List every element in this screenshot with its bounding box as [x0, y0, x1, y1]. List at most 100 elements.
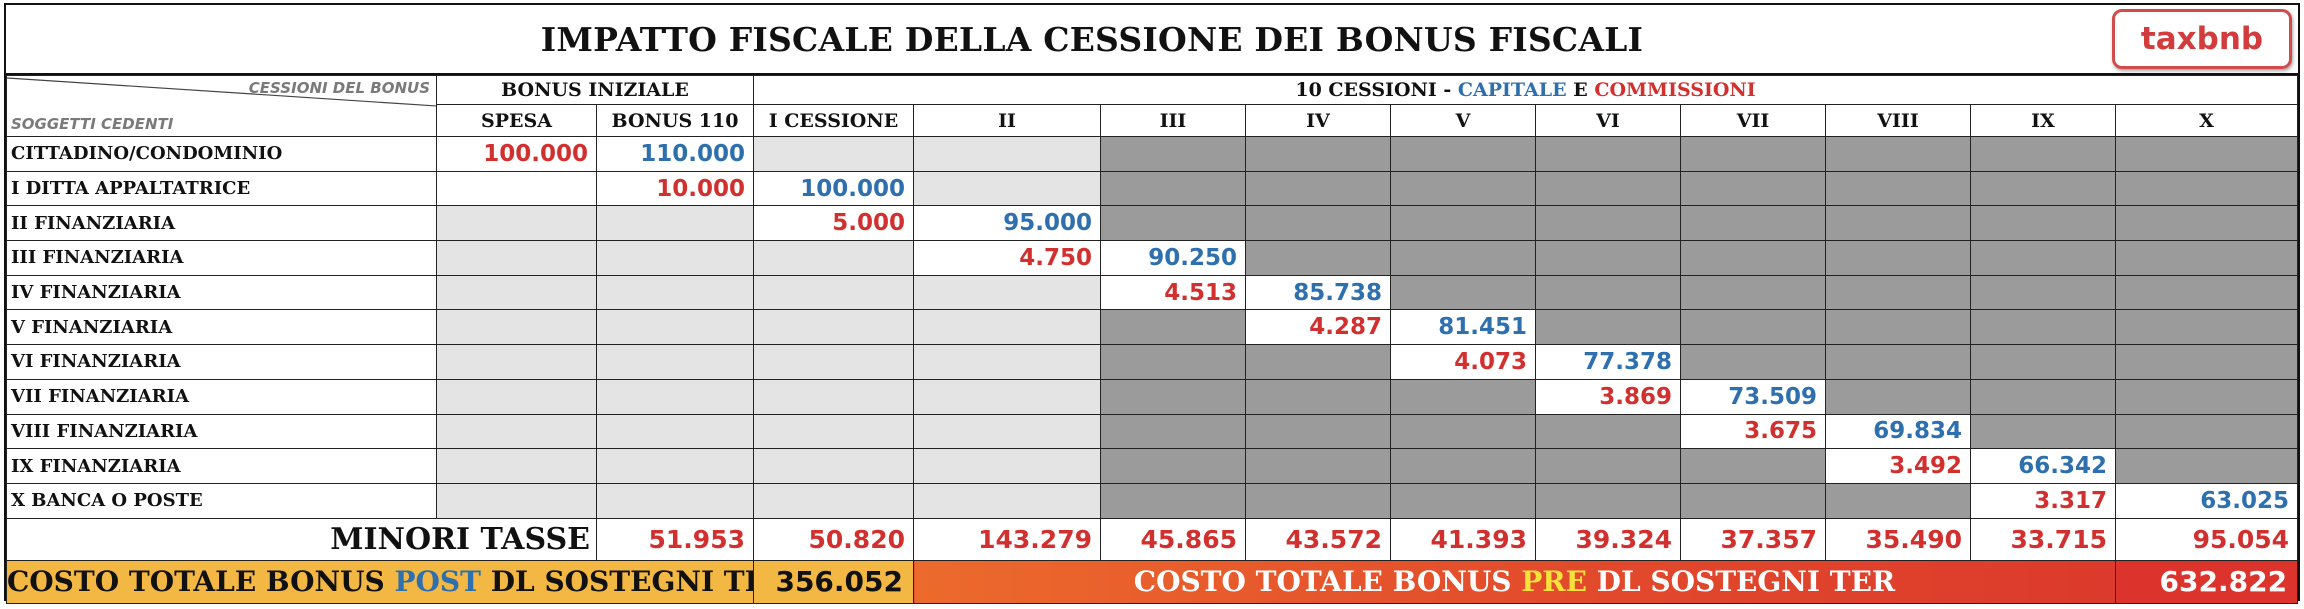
table-cell: [2114, 344, 2299, 380]
pre-total-label-pre-text: COSTO TOTALE BONUS: [1133, 565, 1522, 599]
table-cell: [596, 240, 754, 276]
table-cell: [1390, 378, 1536, 415]
table-cell: [436, 309, 597, 346]
table-cell: [1245, 240, 1391, 276]
table-cell: [1970, 274, 2116, 311]
post-total-value: 356.052: [753, 559, 914, 604]
column-header: V: [1390, 104, 1536, 137]
table-cell: [1825, 170, 1971, 207]
total-cost-row: COSTO TOTALE BONUS POST DL SOSTEGNI TER3…: [6, 559, 2299, 604]
table-cell: [1100, 309, 1246, 346]
table-cell: [753, 413, 914, 450]
minori-tasse-value: 37.357: [1680, 517, 1826, 561]
table-cell: 3.317: [1970, 482, 2116, 519]
row-label: VI FINANZIARIA: [6, 344, 437, 380]
table-cell: [1390, 205, 1536, 242]
minori-tasse-value: 143.279: [913, 517, 1101, 561]
table-cell: [1535, 482, 1681, 519]
table-cell: [1535, 448, 1681, 484]
table-cell: [1100, 136, 1246, 172]
pre-total-label-keyword: PRE: [1521, 565, 1587, 599]
table-cell: [2114, 378, 2299, 415]
column-header: SPESA: [436, 104, 597, 137]
table-row: VI FINANZIARIA 4.073 77.378: [6, 344, 2299, 380]
post-total-label: COSTO TOTALE BONUS POST DL SOSTEGNI TER: [6, 559, 754, 604]
table-cell: [1535, 205, 1681, 242]
table-cell: [913, 170, 1101, 207]
table-cell: [1825, 378, 1971, 415]
row-label: III FINANZIARIA: [6, 240, 437, 276]
page-title: IMPATTO FISCALE DELLA CESSIONE DEI BONUS…: [540, 19, 1644, 59]
column-header: IX: [1970, 104, 2116, 137]
table-cell: [1535, 240, 1681, 276]
minori-tasse-value: 39.324: [1535, 517, 1681, 561]
corner-diagonal-line: [7, 77, 436, 107]
minori-tasse-value: 35.490: [1825, 517, 1971, 561]
pre-total-label-post-text: DL SOSTEGNI TER: [1586, 565, 1896, 599]
table-cell: [753, 136, 914, 172]
column-header: BONUS 110: [596, 104, 754, 137]
group-header-initial-bonus: BONUS INIZIALE: [436, 75, 754, 105]
minori-tasse-value: 50.820: [753, 517, 914, 561]
table-cell: [753, 482, 914, 519]
table-cell: [1825, 274, 1971, 311]
table-cell: [1245, 482, 1391, 519]
table-cell: [1100, 413, 1246, 450]
table-cell: [596, 205, 754, 242]
table-cell: [1970, 170, 2116, 207]
table-cell: [1100, 448, 1246, 484]
table-cell: [436, 413, 597, 450]
post-total-label-keyword: POST: [394, 565, 481, 599]
table-cell: 81.451: [1390, 309, 1536, 346]
table-cell: [1245, 413, 1391, 450]
title-bar: IMPATTO FISCALE DELLA CESSIONE DEI BONUS…: [6, 5, 2298, 75]
pre-total-label: COSTO TOTALE BONUS PRE DL SOSTEGNI TER: [913, 559, 2116, 604]
table-cell: [753, 448, 914, 484]
table-cell: [1825, 482, 1971, 519]
column-header: II: [913, 104, 1101, 137]
table-cell: [1970, 309, 2116, 346]
table-cell: [913, 448, 1101, 484]
table-cell: [1100, 378, 1246, 415]
table-cell: [2114, 274, 2299, 311]
row-label: V FINANZIARIA: [6, 309, 437, 346]
table-cell: [1245, 344, 1391, 380]
group-header-cessions: 10 CESSIONI - CAPITALE E COMMISSIONI: [752, 75, 2299, 105]
table-cell: 3.869: [1535, 378, 1681, 415]
column-header: VI: [1535, 104, 1681, 137]
table-cell: [1390, 240, 1536, 276]
row-label: II FINANZIARIA: [6, 205, 437, 242]
minori-tasse-value: 45.865: [1100, 517, 1246, 561]
table-cell: [1970, 378, 2116, 415]
table-cell: [1390, 136, 1536, 172]
table-cell: 10.000: [596, 170, 754, 207]
table-cell: 110.000: [596, 136, 754, 172]
table-cell: 77.378: [1535, 344, 1681, 380]
table-cell: [1245, 136, 1391, 172]
minori-tasse-value: 43.572: [1245, 517, 1391, 561]
table-cell: 90.250: [1100, 240, 1246, 276]
table-cell: [1680, 240, 1826, 276]
bonus-table-panel: IMPATTO FISCALE DELLA CESSIONE DEI BONUS…: [4, 3, 2300, 604]
table-cell: [1680, 205, 1826, 242]
table-cell: 100.000: [753, 170, 914, 207]
table-cell: 66.342: [1970, 448, 2116, 484]
table-cell: [1390, 274, 1536, 311]
table-cell: [2114, 205, 2299, 242]
table-cell: [1535, 170, 1681, 207]
row-label: IV FINANZIARIA: [6, 274, 437, 311]
group-header-cessions-prefix: 10 CESSIONI -: [1295, 79, 1458, 101]
table-cell: [1245, 378, 1391, 415]
column-header: X: [2114, 104, 2299, 137]
minori-tasse-row: MINORI TASSE 51.953 50.820 143.279 45.865 43.…: [6, 517, 2299, 561]
table-row: VIII FINANZIARIA 3.675 69.834: [6, 413, 2299, 450]
table-cell: [1970, 344, 2116, 380]
table-cell: [596, 309, 754, 346]
header-row-columns: SPESA BONUS 110 I CESSIONE II III IV V VI VII VII…: [7, 104, 2299, 137]
table-cell: [1680, 482, 1826, 519]
table-cell: [1390, 170, 1536, 207]
table-cell: [1390, 482, 1536, 519]
table-cell: 4.750: [913, 240, 1101, 276]
table-cell: [2114, 240, 2299, 276]
group-header-capitale: CAPITALE: [1457, 79, 1567, 101]
